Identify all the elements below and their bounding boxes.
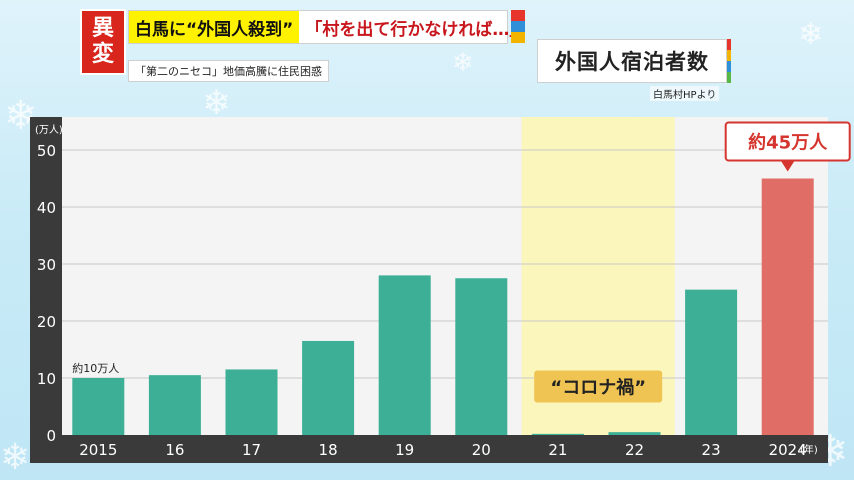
covid-label: “コロナ禍” xyxy=(534,370,663,403)
x-tick-label: 2015 xyxy=(79,441,117,459)
snowflake-icon: ❄ xyxy=(0,437,31,478)
peak-callout-text: 約45万人 xyxy=(748,132,828,154)
alert-badge-line1: 異 xyxy=(91,16,114,41)
x-tick-label: 23 xyxy=(702,441,721,459)
peak-callout: 約45万人 xyxy=(724,121,851,172)
x-tick-label: 21 xyxy=(548,441,567,459)
first-bar-annotation: 約10万人 xyxy=(72,361,119,375)
bar xyxy=(761,178,814,435)
bar xyxy=(685,289,738,435)
x-tick-label: 2024 xyxy=(769,441,807,459)
bar xyxy=(608,432,661,435)
y-tick-label: 40 xyxy=(37,199,56,217)
snowflake-icon: ❄ xyxy=(798,17,824,52)
x-tick-label: 22 xyxy=(625,441,644,459)
x-axis-unit: (年) xyxy=(800,443,818,456)
bar xyxy=(148,375,201,435)
peak-callout-arrow xyxy=(780,160,795,172)
covid-label-text: “コロナ禍” xyxy=(550,377,646,399)
alert-badge-line2: 変 xyxy=(91,42,114,67)
y-tick-label: 20 xyxy=(37,313,56,331)
bar xyxy=(225,369,278,435)
headline-yellow-text: 白馬に“外国人殺到” xyxy=(129,11,300,43)
bar xyxy=(302,340,355,435)
headline-red-text: 「村を出て行かなければ…」 xyxy=(305,19,527,40)
snowflake-icon: ❄ xyxy=(202,83,231,123)
subheadline: 「第二のニセコ」地価高騰に住民困惑 xyxy=(128,60,329,82)
axis-panel-left xyxy=(30,117,62,463)
covid-label-background xyxy=(534,370,663,403)
snowflake-icon: ❄ xyxy=(452,48,474,78)
title-color-strip xyxy=(727,39,731,83)
chart-source: 白馬村HPより xyxy=(650,86,720,101)
x-tick-label: 17 xyxy=(242,441,261,459)
y-tick-label: 50 xyxy=(37,142,56,160)
channel-logo-strip xyxy=(511,10,525,44)
y-tick-label: 0 xyxy=(46,427,56,445)
bar xyxy=(378,275,431,435)
bar xyxy=(455,278,508,435)
x-tick-label: 19 xyxy=(395,441,414,459)
y-tick-label: 30 xyxy=(37,256,56,274)
bar xyxy=(72,378,125,435)
y-axis-unit: (万人) xyxy=(35,124,63,136)
alert-badge: 異 変 xyxy=(80,9,126,75)
bar xyxy=(531,433,584,435)
axis-panel-bottom xyxy=(30,435,828,463)
chart-title: 外国人宿泊者数 xyxy=(537,39,727,83)
x-tick-label: 18 xyxy=(319,441,338,459)
x-tick-label: 16 xyxy=(165,441,184,459)
x-tick-label: 20 xyxy=(472,441,491,459)
y-tick-label: 10 xyxy=(37,370,56,388)
headline-banner: 白馬に“外国人殺到” 「村を出て行かなければ…」 xyxy=(128,10,526,44)
